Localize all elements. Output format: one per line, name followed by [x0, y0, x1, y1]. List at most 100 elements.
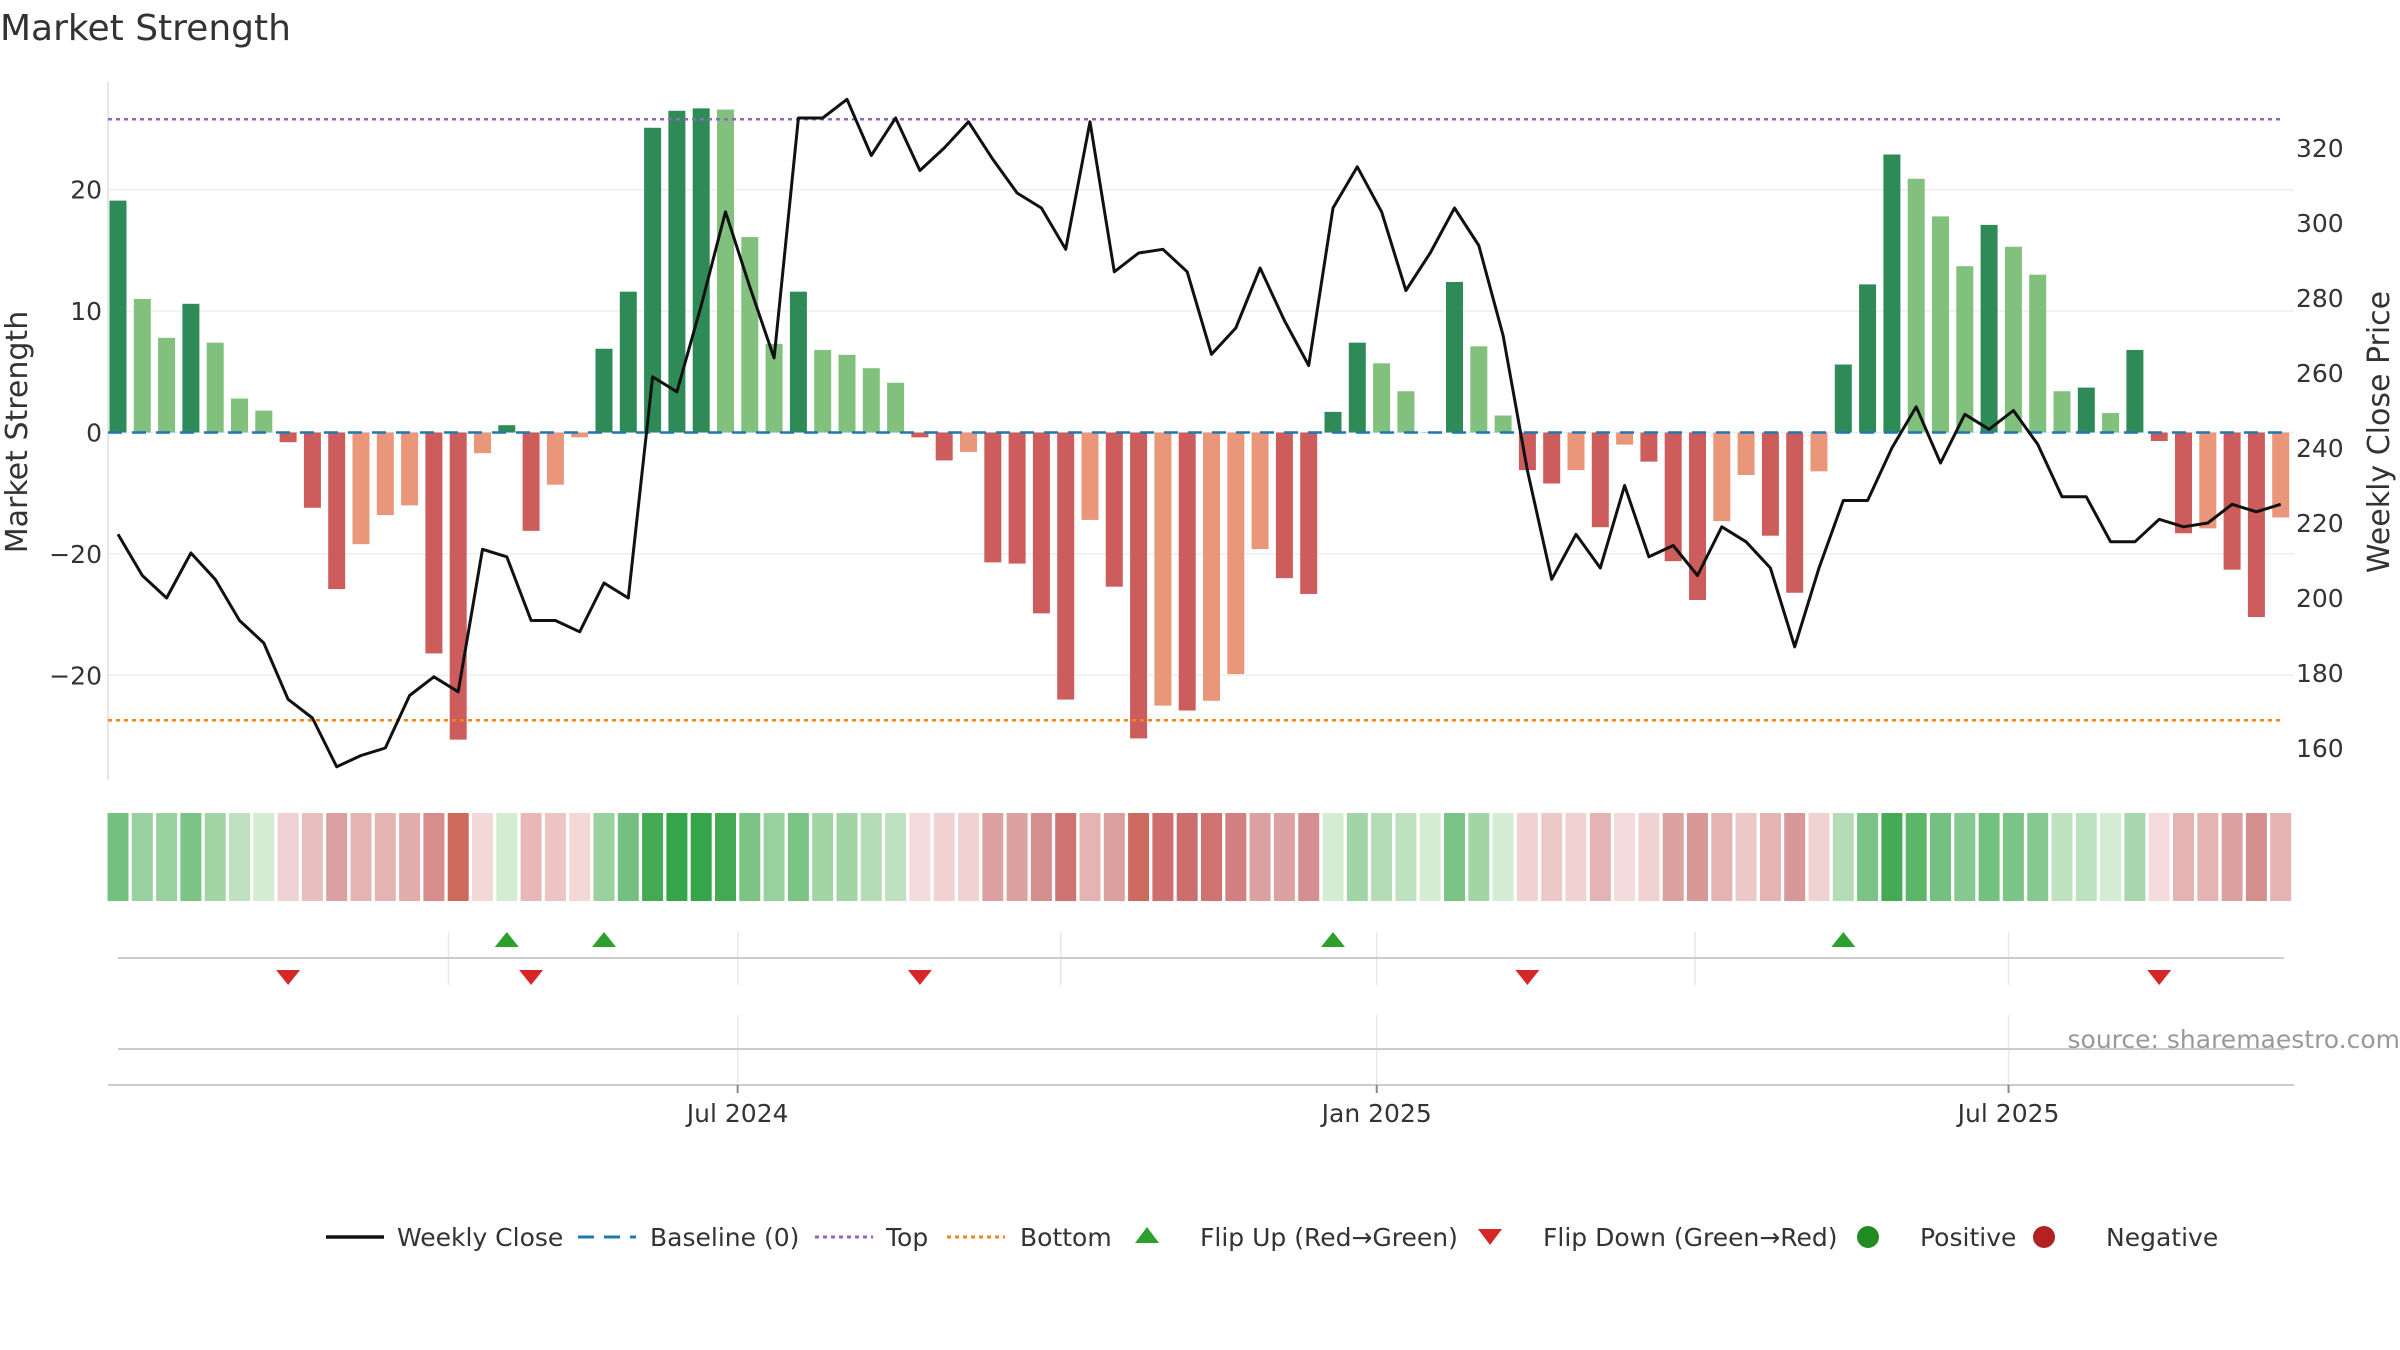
heat-cell: [326, 813, 348, 901]
right-tick-label: 280: [2296, 284, 2344, 313]
heat-cell: [2245, 813, 2267, 901]
heat-cell: [1006, 813, 1028, 901]
heat-cell: [1371, 813, 1393, 901]
strength-bar: [401, 432, 419, 506]
strength-bar: [692, 108, 710, 433]
flip-up-marker: [592, 932, 616, 947]
heat-cell: [885, 813, 907, 901]
strength-bar: [1032, 432, 1050, 614]
legend-swatch-positive: [1857, 1226, 1879, 1248]
strength-bar: [1761, 432, 1779, 536]
legend-item: Flip Up (Red→Green): [1135, 1223, 1458, 1252]
heat-cell: [156, 813, 178, 901]
heat-cell: [374, 813, 396, 901]
heat-cell: [1103, 813, 1125, 901]
strength-bar: [133, 298, 151, 433]
heat-cell: [933, 813, 955, 901]
strength-bars: [109, 108, 2290, 740]
legend-label: Flip Up (Red→Green): [1200, 1223, 1458, 1252]
legend-item: Top: [815, 1223, 928, 1252]
heat-cell: [2148, 813, 2170, 901]
strength-bar: [1907, 178, 1925, 433]
strength-bar: [668, 110, 686, 433]
strength-bar: [1446, 281, 1463, 433]
strength-bar: [1616, 432, 1634, 445]
x-tick-label: Jul 2025: [1956, 1099, 2060, 1128]
heat-cell: [1662, 813, 1684, 901]
heat-cell: [909, 813, 931, 901]
strength-heat-strip: [107, 813, 2292, 901]
heat-cell: [982, 813, 1004, 901]
heat-cell: [2270, 813, 2292, 901]
heat-cell: [2173, 813, 2194, 901]
strength-bar: [2272, 432, 2290, 518]
heat-cell: [1930, 813, 1951, 901]
strength-bar: [352, 432, 370, 545]
strength-bar: [1494, 415, 1512, 433]
left-tick-label: 10: [70, 297, 102, 326]
heat-cell: [1687, 813, 1708, 901]
heat-cell: [860, 813, 882, 901]
heat-cell: [1176, 813, 1198, 901]
flip-up-marker: [494, 932, 519, 947]
flip-marker-panel: [118, 932, 2284, 985]
heat-cell: [1419, 813, 1441, 901]
heat-cell: [2221, 813, 2243, 901]
heat-cell: [1298, 813, 1320, 901]
heat-cell: [301, 813, 323, 901]
strength-bar: [1640, 432, 1658, 462]
strength-bar: [1591, 432, 1609, 528]
legend-item: Weekly Close: [326, 1223, 563, 1252]
heat-cell: [617, 813, 639, 901]
legend-item: Negative: [2033, 1223, 2218, 1252]
right-tick-label: 180: [2296, 659, 2344, 688]
heat-cell: [1589, 813, 1611, 901]
heat-cell: [666, 813, 688, 901]
x-tick-label: Jan 2025: [1320, 1099, 1432, 1128]
strength-bar: [1834, 364, 1852, 433]
strength-bar: [1786, 432, 1804, 593]
legend-item: Baseline (0): [578, 1223, 799, 1252]
strength-bar: [1300, 432, 1318, 594]
strength-bar: [619, 291, 637, 433]
flip-down-marker: [907, 970, 932, 985]
strength-bar: [206, 342, 224, 433]
legend-swatch-negative: [2033, 1226, 2055, 1248]
heat-cell: [2075, 813, 2097, 901]
heat-cell: [1468, 813, 1490, 901]
weekly-close-line: [116, 97, 2282, 769]
strength-bar: [2102, 413, 2120, 433]
heat-cell: [2197, 813, 2219, 901]
strength-bar: [571, 432, 589, 438]
right-tick-label: 220: [2296, 509, 2344, 538]
heat-cell: [1128, 813, 1150, 901]
strength-bar: [2199, 432, 2217, 529]
heat-cell: [2100, 813, 2122, 901]
heat-cell: [1273, 813, 1295, 901]
left-axis-ticks: 20 10 0 −20 −20: [49, 176, 102, 691]
strength-bar: [2175, 432, 2192, 534]
heat-cell: [496, 813, 518, 901]
heat-cell: [1808, 813, 1830, 901]
heat-cell: [1978, 813, 2000, 901]
legend-label: Baseline (0): [650, 1223, 799, 1252]
heat-cell: [1905, 813, 1927, 901]
strength-bar: [1324, 411, 1342, 433]
legend-swatch-flip-up: [1135, 1227, 1159, 1243]
heat-cell: [958, 813, 979, 901]
flip-up-marker: [1831, 932, 1856, 947]
heat-cell: [107, 813, 129, 901]
strength-bar: [2004, 246, 2022, 433]
strength-bar: [1373, 363, 1391, 433]
heat-cell: [1638, 813, 1660, 901]
flip-down-marker: [1515, 970, 1540, 985]
heat-cell: [423, 813, 445, 901]
strength-bar: [1737, 432, 1755, 475]
strength-bar: [1130, 432, 1148, 739]
heat-cell: [1395, 813, 1417, 901]
strength-bar: [522, 432, 540, 531]
strength-bar: [1664, 432, 1682, 562]
heat-cell: [1735, 813, 1757, 901]
